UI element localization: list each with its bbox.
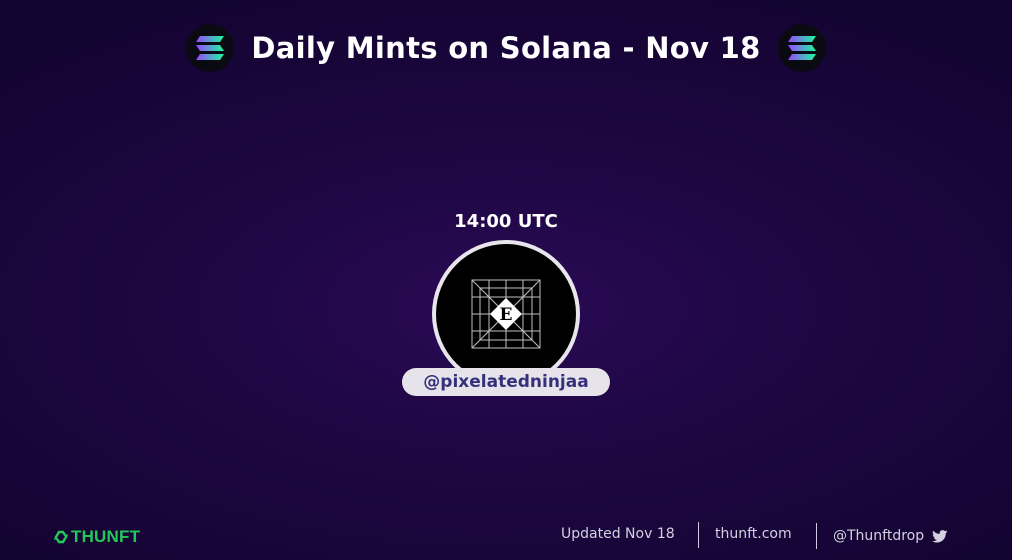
project-avatar-ring[interactable]: E	[432, 240, 580, 388]
updated-date: Updated Nov 18	[561, 526, 675, 542]
project-avatar-art: E	[471, 279, 541, 349]
twitter-handle: @Thunftdrop	[833, 528, 925, 544]
solana-logo-icon	[186, 24, 235, 72]
creator-handle[interactable]: @pixelatedninjaa	[402, 368, 610, 396]
twitter-icon	[932, 529, 948, 543]
recycle-icon	[54, 530, 68, 544]
project-avatar[interactable]: E	[436, 244, 576, 384]
thunft-logo[interactable]: THUNFT	[53, 527, 140, 547]
website-link[interactable]: thunft.com	[715, 526, 792, 542]
footer-divider	[698, 522, 699, 548]
avatar-letter: E	[500, 305, 513, 325]
page-header: Daily Mints on Solana - Nov 18	[0, 23, 1012, 73]
solana-logo-icon	[777, 24, 826, 72]
brand-name: THUNFT	[71, 527, 141, 546]
page-title: Daily Mints on Solana - Nov 18	[251, 31, 761, 65]
footer-divider	[816, 523, 817, 549]
twitter-link[interactable]: @Thunftdrop	[833, 528, 948, 544]
mint-time: 14:00 UTC	[454, 211, 558, 232]
